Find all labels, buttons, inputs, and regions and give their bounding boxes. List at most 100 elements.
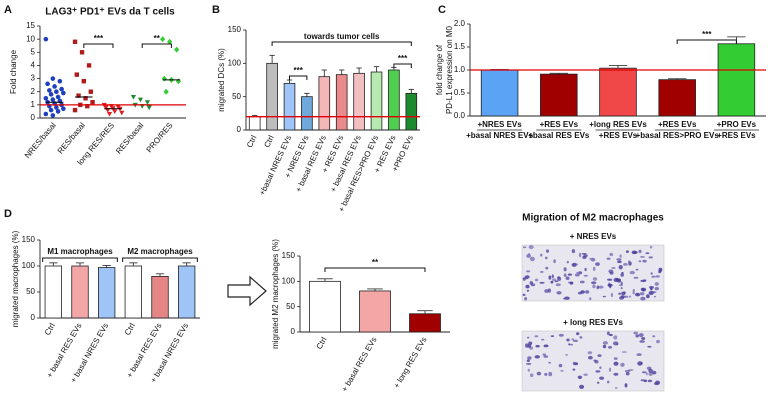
bar [359,290,391,333]
panel-label: B [212,4,220,16]
dot [55,109,61,114]
stained-cell [527,368,530,372]
stained-cell [611,267,616,269]
stained-cell [638,333,644,338]
stained-cell [648,372,653,376]
stained-cell [583,274,588,277]
stained-cell [649,245,653,249]
bar [599,67,637,117]
stained-cell [579,252,582,258]
dot [45,81,50,87]
stained-cell [548,361,551,364]
stained-cell [560,370,564,372]
micrographs [521,244,665,392]
significance-bracket [676,39,737,44]
bar [658,79,696,117]
stained-cell [628,295,632,298]
y-tick-label: 4 [31,61,36,70]
stained-cell [592,284,596,289]
stained-cell [545,256,548,260]
bar [318,76,331,131]
error-bar [356,67,362,74]
panel-label: A [4,4,12,16]
stained-cell [619,296,624,300]
stained-cell [609,333,613,337]
stained-cell [619,254,622,258]
stained-cell [592,266,596,271]
stained-cell [640,379,645,382]
stained-cell [656,339,660,344]
stained-cell [597,354,602,357]
stained-cell [613,361,619,366]
stained-cell [579,384,585,389]
error-bar [269,54,275,64]
stained-cell [573,362,579,366]
group-bracket [122,257,198,262]
y-tick-label: 150 [282,251,296,260]
stained-cell [613,357,618,360]
dot [85,103,90,109]
y-axis-label: fold change of [435,44,444,95]
stained-cell [620,281,623,286]
dot [54,89,59,95]
dot [50,97,56,102]
dot [50,113,56,118]
x-tick-label: +RES EVs [599,131,638,140]
stained-cell [546,249,549,253]
y-tick-label: 150 [228,25,242,34]
stained-cell [645,252,650,254]
group-label: M1 macrophages [47,247,113,256]
annotation: ** [154,34,161,43]
error-bar [417,310,433,314]
stained-cell [620,272,624,277]
stained-cell [551,274,554,279]
stained-cell [553,259,556,264]
dot [112,109,118,115]
bar [405,92,418,131]
stained-cell [591,281,597,285]
significance-bracket [83,43,114,48]
stained-cell [648,256,653,259]
stained-cell [608,282,611,287]
stained-cell [607,380,610,384]
stained-cell [628,369,634,371]
error-bar [321,69,327,77]
y-tick-label: 3 [31,74,36,83]
stained-cell [602,341,609,345]
y-tick-label: 1.5 [454,42,466,51]
dot [74,72,79,77]
dot [160,36,166,43]
error-bar [608,65,628,69]
stained-cell [614,387,618,389]
stained-cell [548,371,553,377]
dot [146,105,152,111]
dot [103,105,109,111]
dot [47,88,52,93]
y-tick-label: 100 [22,261,36,270]
y-tick-label: 15 [26,21,35,30]
y-tick-label: 0.0 [454,111,466,120]
stained-cell [623,263,628,266]
x-tick-label: +basal RES EVs [528,131,590,140]
y-tick-label: 100 [282,276,296,285]
stained-cell [555,283,561,287]
y-tick-label: 1.0 [454,65,466,74]
bar [98,267,116,319]
stained-cell [654,382,659,386]
stained-cell [577,375,583,379]
significance-bracket [141,43,172,48]
error-bar [339,69,345,75]
stained-cell [526,336,530,339]
stained-cell [599,366,602,370]
stained-cell [525,284,530,289]
dot [43,111,49,117]
stained-cell [641,371,647,374]
stained-cell [655,275,660,278]
dot [90,100,95,105]
stained-cell [647,379,653,383]
stained-cell [651,370,657,375]
stained-cell [609,271,614,275]
stained-cell [547,288,552,293]
bar [309,280,341,333]
